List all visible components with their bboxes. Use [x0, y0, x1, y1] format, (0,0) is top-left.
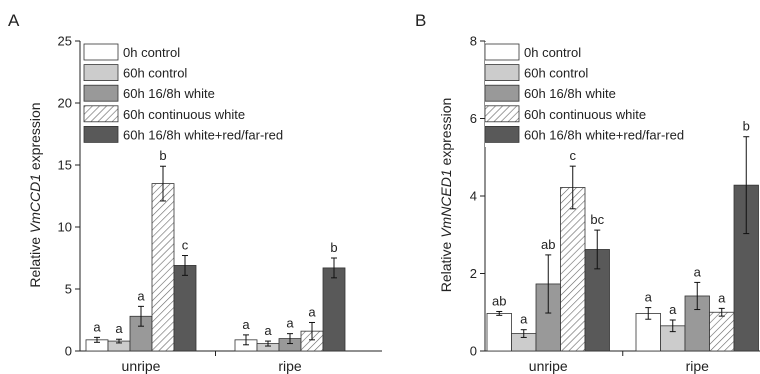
legend-swatch — [484, 84, 520, 102]
bar — [709, 311, 735, 352]
bar — [560, 187, 586, 352]
y-tick-label: 8 — [470, 34, 477, 49]
legend-label: 60h 16/8h white — [524, 86, 616, 101]
legend-swatch — [484, 64, 520, 81]
significance-label: a — [137, 288, 145, 303]
chart-panel-a: A Relative VmCCD1 expression 0 5 10 15 20 25 u… — [8, 11, 382, 374]
bar — [173, 265, 197, 352]
legend-background — [485, 42, 700, 147]
legend-label: 60h continuous white — [524, 107, 646, 122]
chart-panel-b: B Relative VmNCED1 expression 0 2 4 6 8 unrip… — [415, 11, 760, 374]
significance-label: a — [694, 264, 702, 279]
y-axis-label: Relative VmCCD1 expression — [27, 102, 43, 287]
significance-label: c — [182, 238, 189, 253]
legend-swatch — [83, 64, 119, 81]
significance-label: a — [286, 316, 294, 331]
legend: 0h control 60h control 60h 16/8h white 60h … — [484, 42, 700, 147]
bar — [151, 183, 175, 352]
y-tick-label: 2 — [470, 266, 477, 281]
significance-label: b — [743, 119, 750, 134]
x-tick-label: ripe — [278, 358, 302, 374]
significance-label: c — [570, 148, 577, 163]
significance-label: ab — [541, 237, 555, 252]
legend: 0h control 60h control 60h 16/8h white 60h … — [83, 42, 372, 147]
x-tick-label: unripe — [122, 358, 161, 374]
significance-label: a — [308, 304, 316, 319]
legend-label: 60h control — [524, 66, 588, 81]
significance-label: b — [330, 240, 337, 255]
significance-label: a — [520, 312, 528, 327]
legend-label: 0h control — [524, 45, 581, 60]
legend-label: 60h control — [123, 66, 187, 81]
legend-swatch — [83, 43, 119, 61]
legend-label: 60h continuous white — [123, 107, 245, 122]
significance-label: b — [159, 148, 166, 163]
y-tick-label: 0 — [65, 344, 72, 359]
significance-label: a — [242, 317, 250, 332]
y-tick-label: 15 — [58, 158, 72, 173]
significance-label: a — [669, 302, 677, 317]
y-tick-label: 5 — [65, 282, 72, 297]
significance-label: a — [645, 290, 653, 305]
legend-swatch — [484, 105, 520, 123]
bar — [486, 313, 512, 352]
significance-label: a — [718, 290, 726, 305]
panel-letter: B — [415, 11, 426, 30]
legend-label: 0h control — [123, 45, 180, 60]
legend-swatch — [484, 126, 520, 143]
legend-label: 60h 16/8h white — [123, 86, 215, 101]
y-tick-label: 4 — [470, 189, 477, 204]
legend-background — [84, 42, 372, 147]
y-tick-label: 20 — [58, 96, 72, 111]
y-tick-label: 0 — [470, 344, 477, 359]
bar — [322, 267, 346, 352]
significance-label: bc — [590, 212, 604, 227]
x-tick-label: ripe — [686, 358, 710, 374]
significance-label: a — [93, 319, 101, 334]
legend-label: 60h 16/8h white+red/far-red — [524, 127, 684, 142]
y-tick-label: 10 — [58, 220, 72, 235]
significance-label: ab — [492, 293, 506, 308]
significance-label: a — [264, 323, 272, 338]
significance-label: a — [115, 321, 123, 336]
legend-swatch — [83, 126, 119, 143]
legend-swatch — [83, 105, 119, 123]
legend-label: 60h 16/8h white+red/far-red — [123, 127, 283, 142]
legend-swatch — [484, 43, 520, 61]
y-tick-label: 25 — [58, 34, 72, 49]
legend-swatch — [83, 84, 119, 102]
x-tick-label: unripe — [529, 358, 568, 374]
y-axis-label: Relative VmNCED1 expression — [438, 98, 454, 293]
y-tick-label: 6 — [470, 111, 477, 126]
panel-letter: A — [8, 11, 20, 30]
